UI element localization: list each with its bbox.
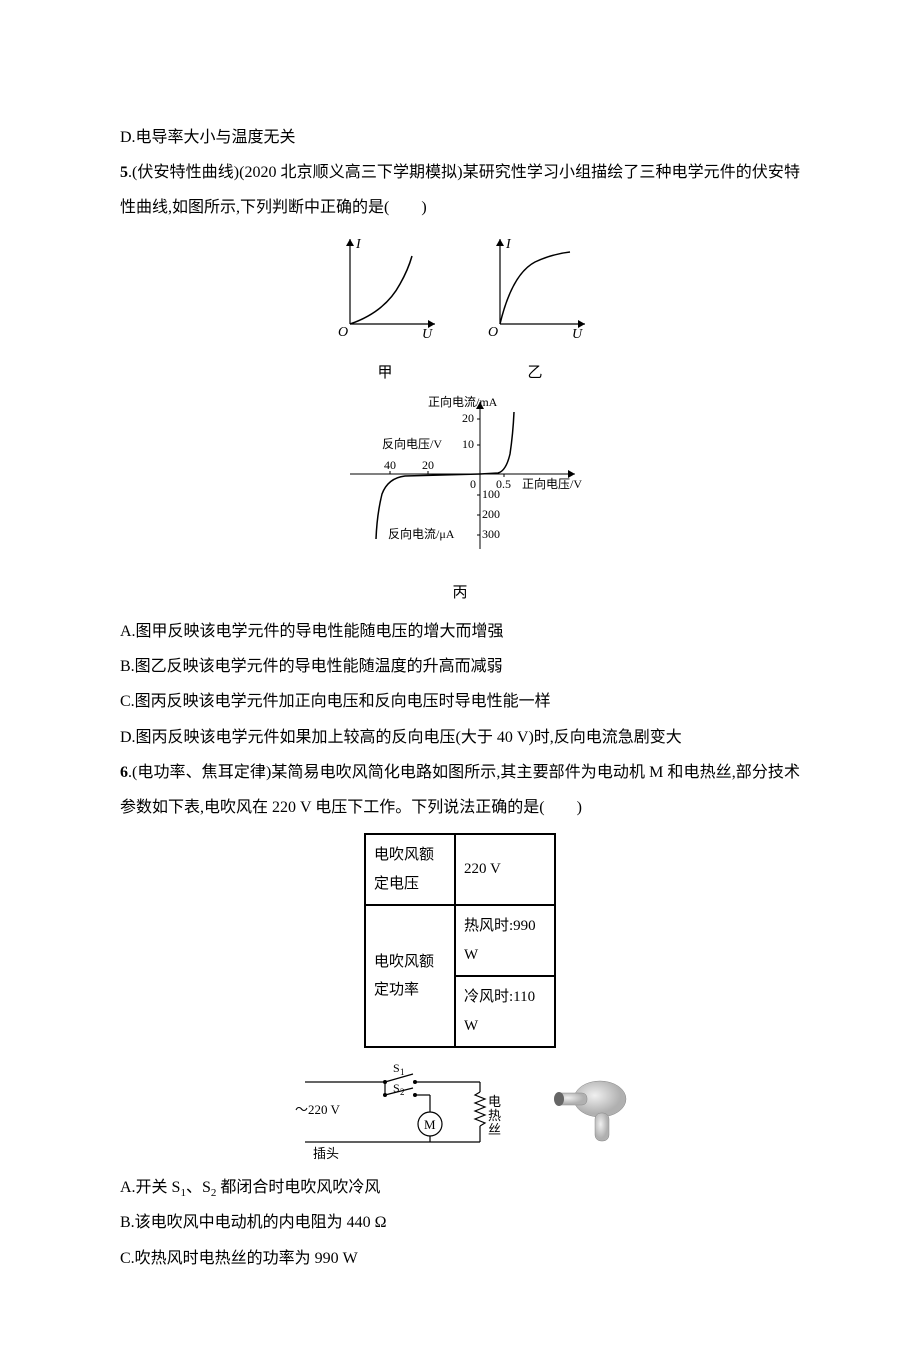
svg-text:20: 20 [462, 411, 474, 425]
q6-number: 6 [120, 764, 128, 781]
q6-option-b: B.该电吹风中电动机的内电阻为 440 Ω [120, 1205, 800, 1240]
q6-text: .(电功率、焦耳定律)某简易电吹风简化电路如图所示,其主要部件为电动机 M 和电… [120, 764, 800, 816]
q5-text: .(伏安特性曲线)(2020 北京顺义高三下学期模拟)某研究性学习小组描绘了三种… [120, 164, 800, 216]
q6-param-table: 电吹风额定电压 220 V 电吹风额定功率 热风时:990 W 冷风时:110 … [364, 833, 556, 1048]
table-row2-label: 电吹风额定功率 [365, 905, 455, 1047]
q5-chart-yi: I U O 乙 [480, 234, 590, 390]
q5-stem: 5.(伏安特性曲线)(2020 北京顺义高三下学期模拟)某研究性学习小组描绘了三… [120, 155, 800, 225]
axis-label-I: I [355, 237, 362, 252]
table-row2-hot: 热风时:990 W [455, 905, 555, 976]
svg-text:0: 0 [470, 477, 476, 491]
svg-text:2: 2 [400, 1087, 405, 1097]
table-row1-value: 220 V [455, 834, 555, 905]
origin: O [338, 325, 348, 340]
q6-stem: 6.(电功率、焦耳定律)某简易电吹风简化电路如图所示,其主要部件为电动机 M 和… [120, 755, 800, 825]
svg-text:U: U [572, 327, 583, 342]
q4-option-d: D.电导率大小与温度无关 [120, 120, 800, 155]
svg-text:10: 10 [462, 437, 474, 451]
q5-option-b: B.图乙反映该电学元件的导电性能随温度的升高而减弱 [120, 649, 800, 684]
svg-text:M: M [424, 1117, 436, 1132]
caption-jia: 甲 [330, 357, 440, 390]
svg-text:S: S [393, 1062, 400, 1075]
q6-circuit-figure: S1 S2 M ～220 V 插头 电 热 丝 [120, 1062, 800, 1162]
axis-label-U: U [422, 327, 433, 342]
caption-yi: 乙 [480, 357, 590, 390]
svg-text:S: S [393, 1081, 400, 1095]
svg-text:40: 40 [384, 458, 396, 472]
q5-figure-row-1: I U O 甲 I U O 乙 [120, 234, 800, 390]
svg-text:300: 300 [482, 527, 500, 541]
q5-option-c: C.图丙反映该电学元件加正向电压和反向电压时导电性能一样 [120, 684, 800, 719]
label-forward-current: 正向电流/mA [428, 394, 498, 409]
plug-label: 插头 [313, 1146, 339, 1161]
q5-chart-jia: I U O 甲 [330, 234, 440, 390]
heater-label-2: 热 [488, 1108, 501, 1123]
voltage-label: ～220 V [295, 1102, 341, 1117]
svg-text:I: I [505, 237, 512, 252]
caption-bing: 丙 [330, 577, 590, 610]
hairdryer-icon [545, 1077, 635, 1147]
q5-chart-bing: 正向电流/mA 20 10 反向电压/V 40 20 0 0.5 正向电压/V … [120, 394, 800, 610]
q6-option-a: A.开关 S1、S2 都闭合时电吹风吹冷风 [120, 1170, 800, 1205]
svg-text:O: O [488, 325, 498, 340]
table-row1-label: 电吹风额定电压 [365, 834, 455, 905]
table-row2-cold: 冷风时:110 W [455, 976, 555, 1047]
label-reverse-current: 反向电流/μA [388, 526, 455, 541]
q5-option-a: A.图甲反映该电学元件的导电性能随电压的增大而增强 [120, 614, 800, 649]
heater-label-1: 电 [488, 1094, 501, 1109]
label-reverse-voltage: 反向电压/V [382, 436, 442, 451]
heater-label-3: 丝 [488, 1122, 501, 1137]
svg-text:200: 200 [482, 507, 500, 521]
label-forward-voltage: 正向电压/V [522, 476, 582, 491]
svg-text:20: 20 [422, 458, 434, 472]
svg-text:100: 100 [482, 487, 500, 501]
q6-option-c: C.吹热风时电热丝的功率为 990 W [120, 1241, 800, 1276]
svg-text:1: 1 [400, 1067, 405, 1077]
q5-number: 5 [120, 164, 128, 181]
q5-option-d: D.图丙反映该电学元件如果加上较高的反向电压(大于 40 V)时,反向电流急剧变… [120, 720, 800, 755]
